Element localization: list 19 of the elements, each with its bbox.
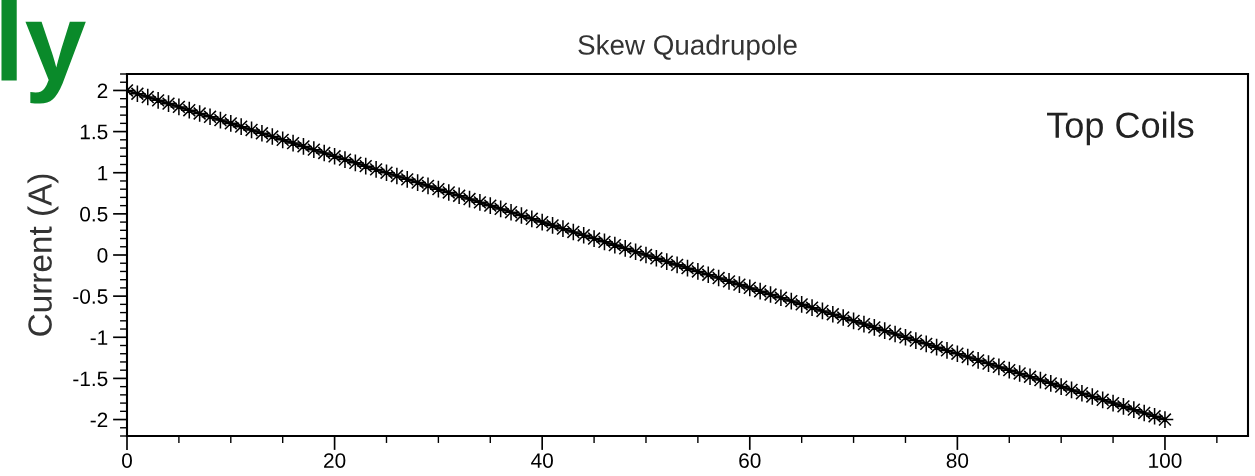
y-tick-label: 1.5: [80, 124, 108, 140]
x-tick-label: 40: [531, 453, 553, 468]
x-tick-label: 60: [739, 453, 761, 468]
y-tick-label: 1: [98, 165, 108, 181]
y-tick-label: 0: [97, 248, 108, 263]
y-tick-label: -2: [90, 412, 108, 428]
y-tick-label: -0.5: [73, 289, 108, 304]
y-tick-label: 2: [97, 83, 108, 98]
y-tick-label: -1.5: [73, 371, 108, 387]
chart-title: Skew Quadrupole: [578, 34, 797, 61]
x-tick-label: 80: [946, 453, 969, 468]
x-tick-label: 0: [122, 453, 132, 468]
x-tick-label: 20: [324, 453, 346, 468]
y-tick-label: -1: [90, 330, 108, 345]
y-axis-title: Current (A): [27, 174, 59, 336]
text: ly: [1, 0, 86, 104]
annotation: Top Coils: [1047, 111, 1194, 146]
y-tick-label: 0.5: [80, 206, 108, 222]
x-tick-label: 100: [1149, 453, 1182, 468]
